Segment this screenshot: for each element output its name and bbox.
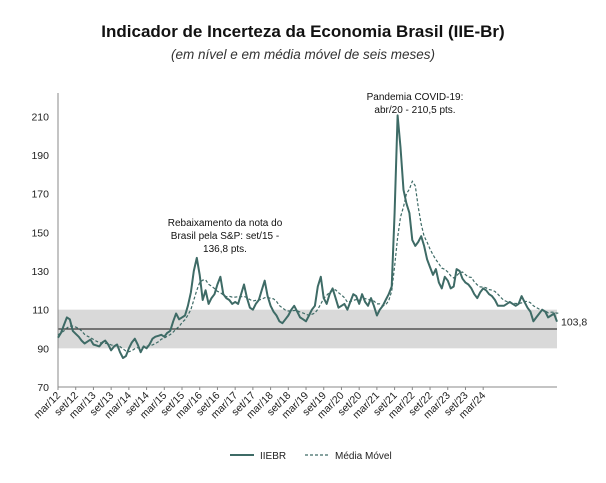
annotation-line: abr/20 - 210,5 pts. [374, 105, 455, 116]
annotation-line: 136,8 pts. [203, 244, 247, 255]
y-axis-ticks: 70 90 110 130 150 170 190 210 [31, 111, 49, 394]
chart-title: Indicador de Incerteza da Economia Brasi… [101, 22, 505, 41]
legend-label-media-movel: Média Móvel [335, 451, 392, 462]
y-tick-label: 190 [31, 150, 49, 162]
series-iiebr-line [57, 114, 558, 359]
legend: IIEBR Média Móvel [230, 451, 392, 462]
end-value-label: 103,8 [561, 317, 587, 329]
annotations: Rebaixamento da nota do Brasil pela S&P: … [168, 92, 464, 255]
annotation-line: Pandemia COVID-19: [367, 92, 464, 103]
annotation-line: Brasil pela S&P: set/15 - [171, 231, 279, 242]
y-tick-label: 130 [31, 266, 49, 278]
y-tick-label: 150 [31, 227, 49, 239]
x-axis-ticks: mar/12set/12mar/13set/13mar/14set/14mar/… [32, 387, 488, 421]
legend-label-iiebr: IIEBR [260, 451, 286, 462]
chart-subtitle: (em nível e em média móvel de seis meses… [170, 47, 436, 62]
annotation-line: Rebaixamento da nota do [168, 218, 283, 229]
y-tick-label: 110 [32, 305, 49, 317]
y-tick-label: 170 [31, 189, 49, 201]
y-tick-label: 70 [37, 382, 49, 394]
y-tick-label: 210 [31, 111, 49, 123]
y-tick-label: 90 [37, 343, 49, 355]
